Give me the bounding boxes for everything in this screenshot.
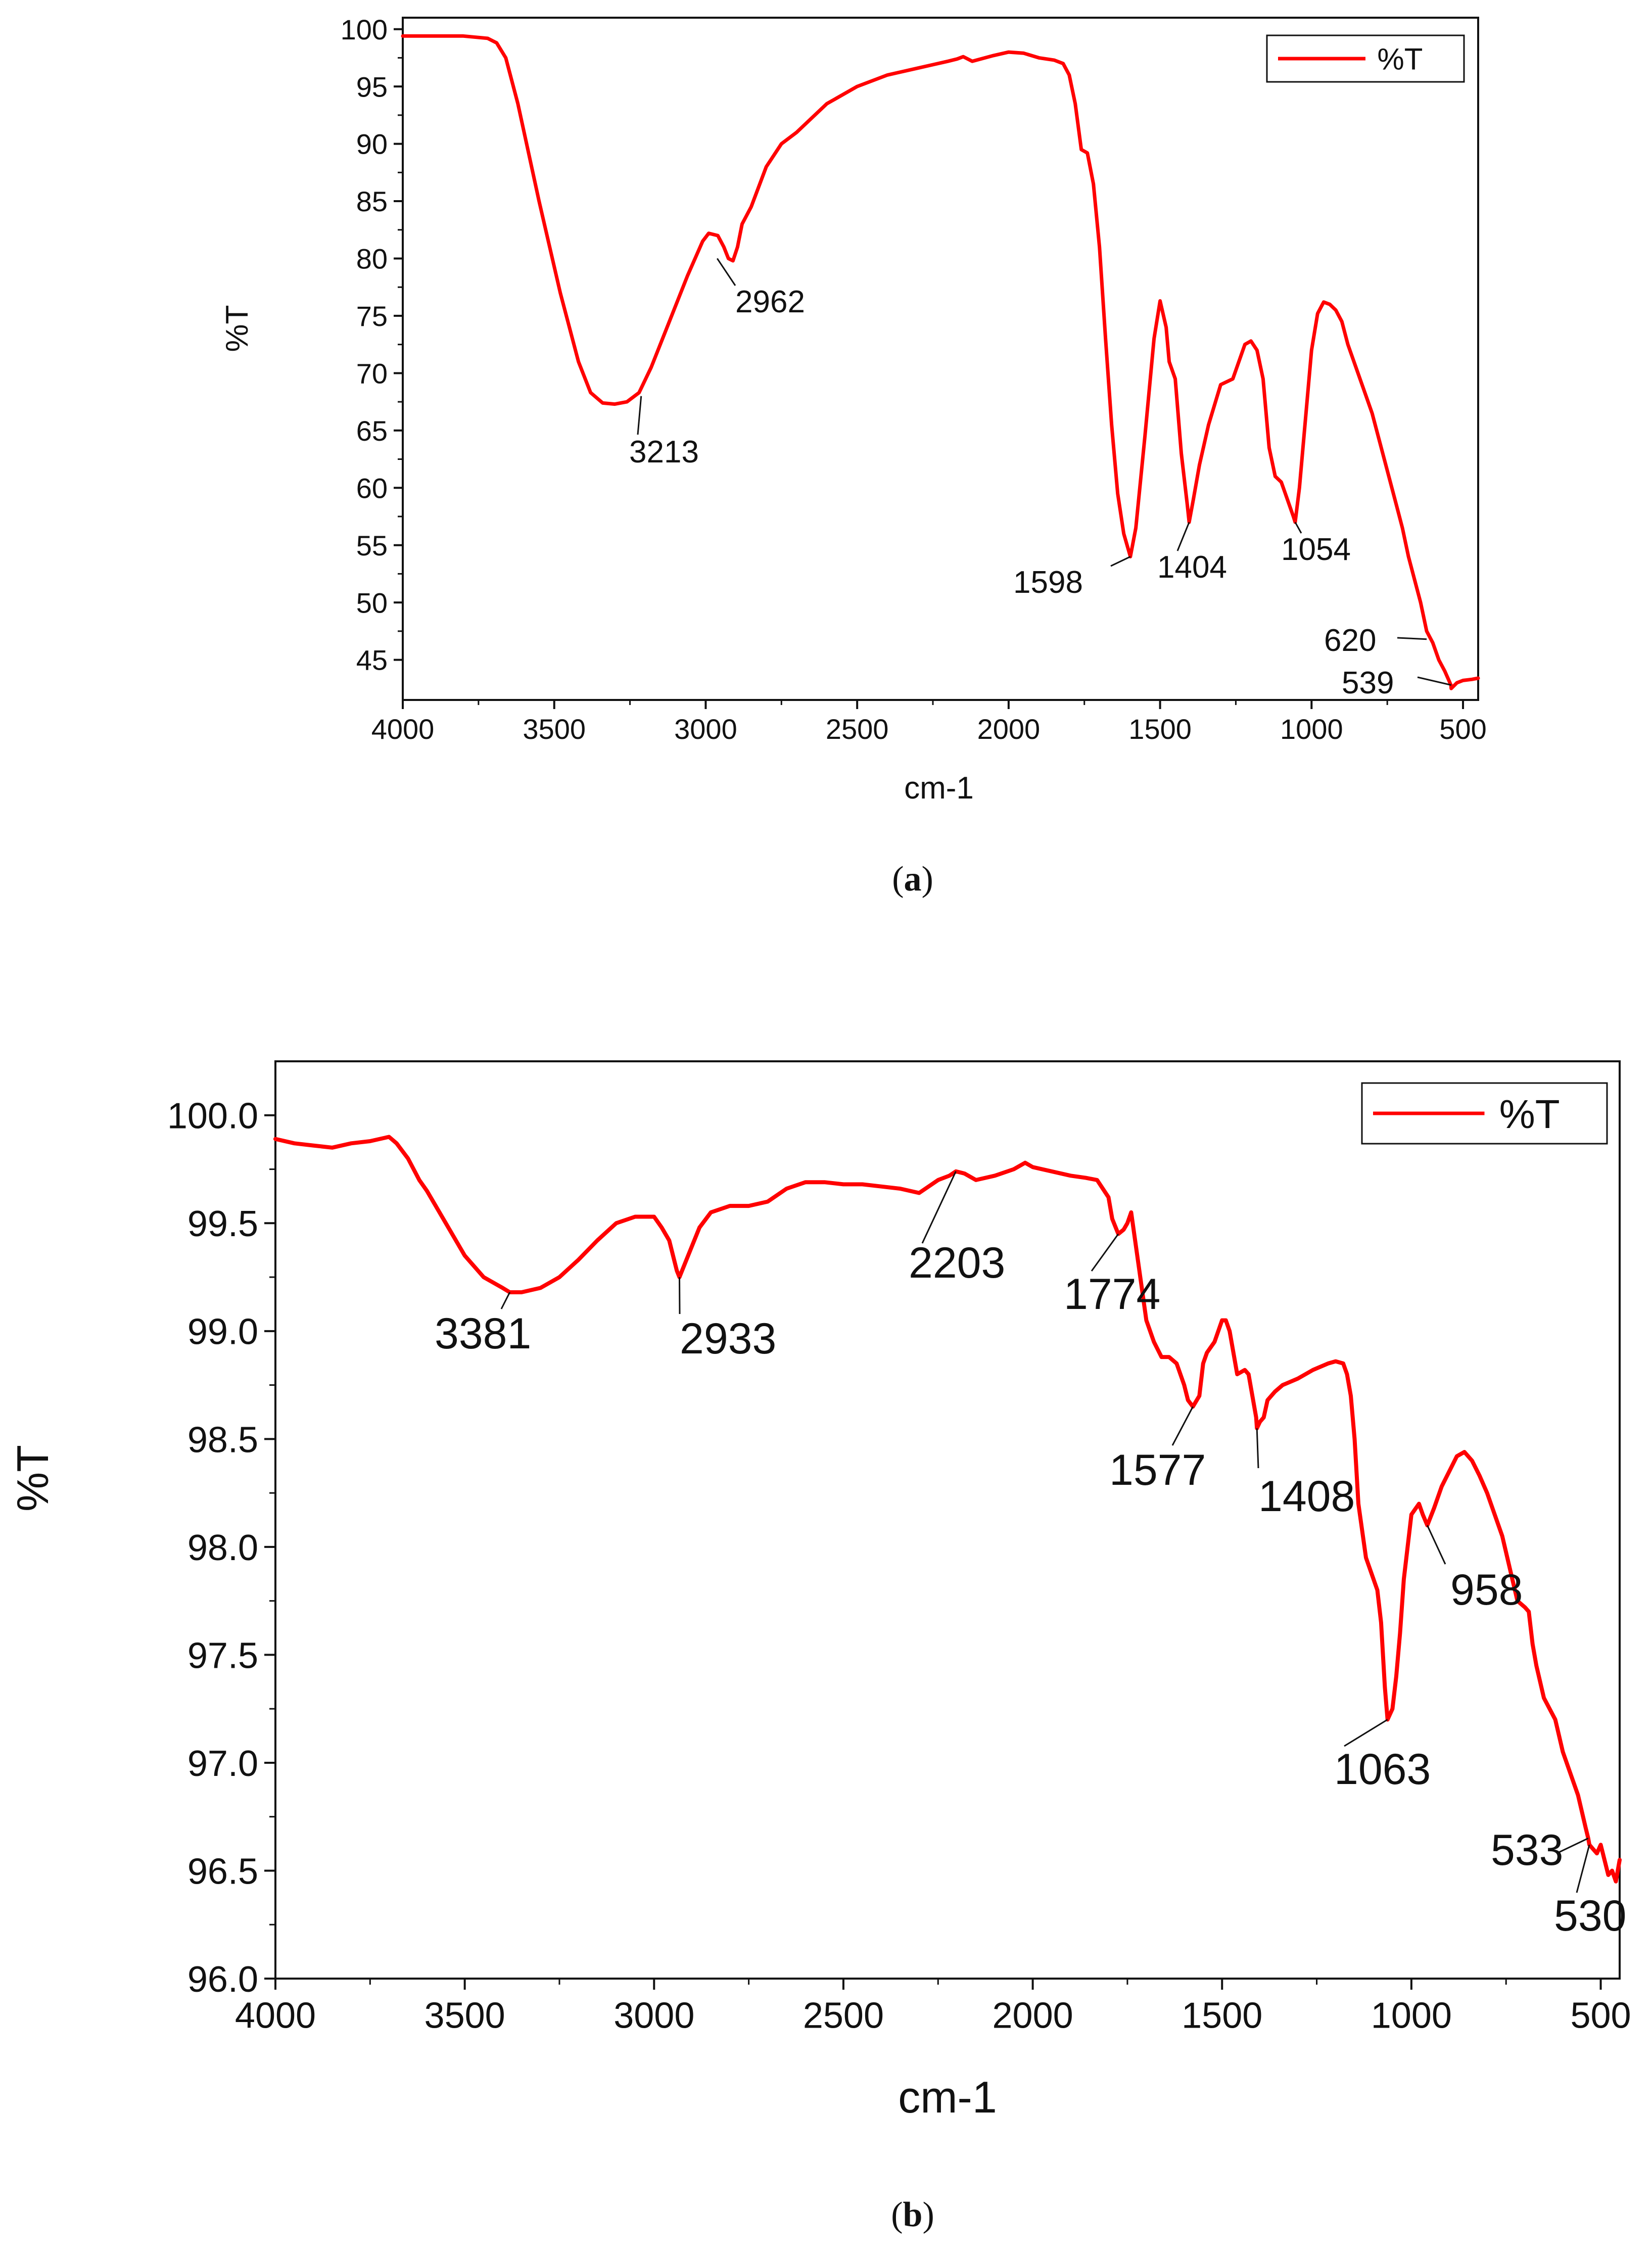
peak-label: 533	[1491, 1826, 1564, 1874]
x-tick-label: 1000	[1280, 713, 1343, 745]
y-tick-label: 96.0	[187, 1959, 258, 2000]
x-tick-label: 500	[1570, 1996, 1631, 2036]
peak-leader-line	[500, 1292, 511, 1309]
peak-label: 1404	[1157, 550, 1227, 585]
peak-label: 1063	[1334, 1745, 1431, 1794]
peak-label: 2203	[909, 1239, 1005, 1287]
peak-leader-line	[1417, 676, 1451, 686]
peak-label: 1598	[1013, 565, 1083, 600]
peak-label: 1577	[1109, 1446, 1206, 1494]
peak-label: 1774	[1064, 1270, 1160, 1319]
x-tick-label: 3000	[613, 1996, 694, 2036]
y-tick-label: 75	[356, 300, 388, 332]
peak-label: 2962	[735, 285, 805, 319]
legend-label: %T	[1377, 42, 1423, 76]
peak-label: 530	[1554, 1892, 1627, 1940]
peak-leader-line	[1559, 1838, 1589, 1853]
peak-leader-line	[1176, 522, 1190, 551]
legend: %T	[1266, 34, 1465, 83]
peak-leader-line	[1397, 637, 1427, 640]
peak-leader-line	[1576, 1844, 1590, 1893]
peak-leader-line	[678, 1277, 681, 1315]
x-tick-label: 4000	[235, 1996, 316, 2036]
peak-leader-line	[716, 258, 736, 286]
x-tick-label: 2500	[803, 1996, 884, 2036]
chart-panel-a: 4000 3500 3000 2500 2000 1500 1000 500 45 50 55 60 6…	[220, 14, 1487, 899]
peak-leader-line	[1171, 1406, 1194, 1446]
y-tick-label: 95	[356, 71, 388, 103]
y-tick-label: 90	[356, 128, 388, 160]
x-tick-label: 2000	[993, 1996, 1073, 2036]
y-tick-label: 98.0	[187, 1528, 258, 1568]
y-tick-label: 45	[356, 644, 388, 676]
y-tick-label: 97.0	[187, 1744, 258, 1784]
x-tick-label: 3500	[424, 1996, 505, 2036]
x-tick-label: 1000	[1371, 1996, 1452, 2036]
peak-leader-line	[1344, 1719, 1388, 1747]
x-tick-label: 3000	[674, 713, 737, 745]
x-tick-label: 500	[1439, 713, 1486, 745]
x-axis-label: cm-1	[904, 771, 974, 806]
x-axis-label: cm-1	[898, 2072, 997, 2122]
series-line-0	[273, 1135, 1622, 1884]
y-axis-label: %T	[220, 305, 255, 352]
panel-label: (b)	[891, 2195, 934, 2234]
peak-leader-line	[1091, 1233, 1119, 1272]
y-tick-label: 55	[356, 530, 388, 561]
peak-label: 3213	[629, 435, 699, 470]
peak-leader-line	[1110, 556, 1131, 567]
y-axis-label: %T	[8, 1445, 58, 1512]
x-tick-label: 1500	[1182, 1996, 1262, 2036]
y-tick-label: 100.0	[167, 1096, 258, 1137]
panel-label: (a)	[892, 860, 933, 899]
peak-leader-line	[637, 396, 642, 435]
series-line-0	[401, 34, 1480, 690]
legend-label: %T	[1499, 1092, 1560, 1137]
y-tick-label: 70	[356, 358, 388, 390]
y-tick-label: 97.5	[187, 1635, 258, 1676]
peak-label: 539	[1342, 666, 1394, 700]
y-tick-label: 50	[356, 587, 388, 619]
plot-frame	[274, 1060, 1621, 1980]
plot-frame	[402, 17, 1479, 701]
x-tick-label: 4000	[371, 713, 435, 745]
peak-label: 620	[1324, 623, 1376, 658]
peak-label: 1408	[1258, 1472, 1355, 1521]
peak-leader-line	[1426, 1525, 1446, 1565]
x-tick-label: 2000	[977, 713, 1041, 745]
x-tick-label: 2500	[826, 713, 889, 745]
x-tick-label: 1500	[1128, 713, 1192, 745]
peak-leader-line	[1294, 522, 1302, 534]
peak-leader-line	[921, 1171, 957, 1244]
chart-panel-b: 4000 3500 3000 2500 2000 1500 1000 500 96.0 96.5 9…	[8, 1060, 1631, 2234]
peak-label: 958	[1450, 1566, 1523, 1614]
peak-label: 1054	[1281, 532, 1351, 567]
legend: %T	[1361, 1082, 1608, 1145]
peak-label: 2933	[680, 1315, 776, 1363]
y-tick-label: 80	[356, 243, 388, 275]
y-tick-label: 100	[341, 14, 388, 45]
y-tick-label: 60	[356, 472, 388, 504]
y-tick-label: 96.5	[187, 1851, 258, 1892]
y-tick-label: 85	[356, 185, 388, 217]
x-tick-label: 3500	[523, 713, 586, 745]
y-tick-label: 99.5	[187, 1204, 258, 1244]
y-tick-label: 98.5	[187, 1420, 258, 1460]
peak-label: 3381	[435, 1309, 531, 1358]
y-tick-label: 65	[356, 415, 388, 447]
y-tick-label: 99.0	[187, 1312, 258, 1352]
peak-leader-line	[1256, 1428, 1259, 1469]
